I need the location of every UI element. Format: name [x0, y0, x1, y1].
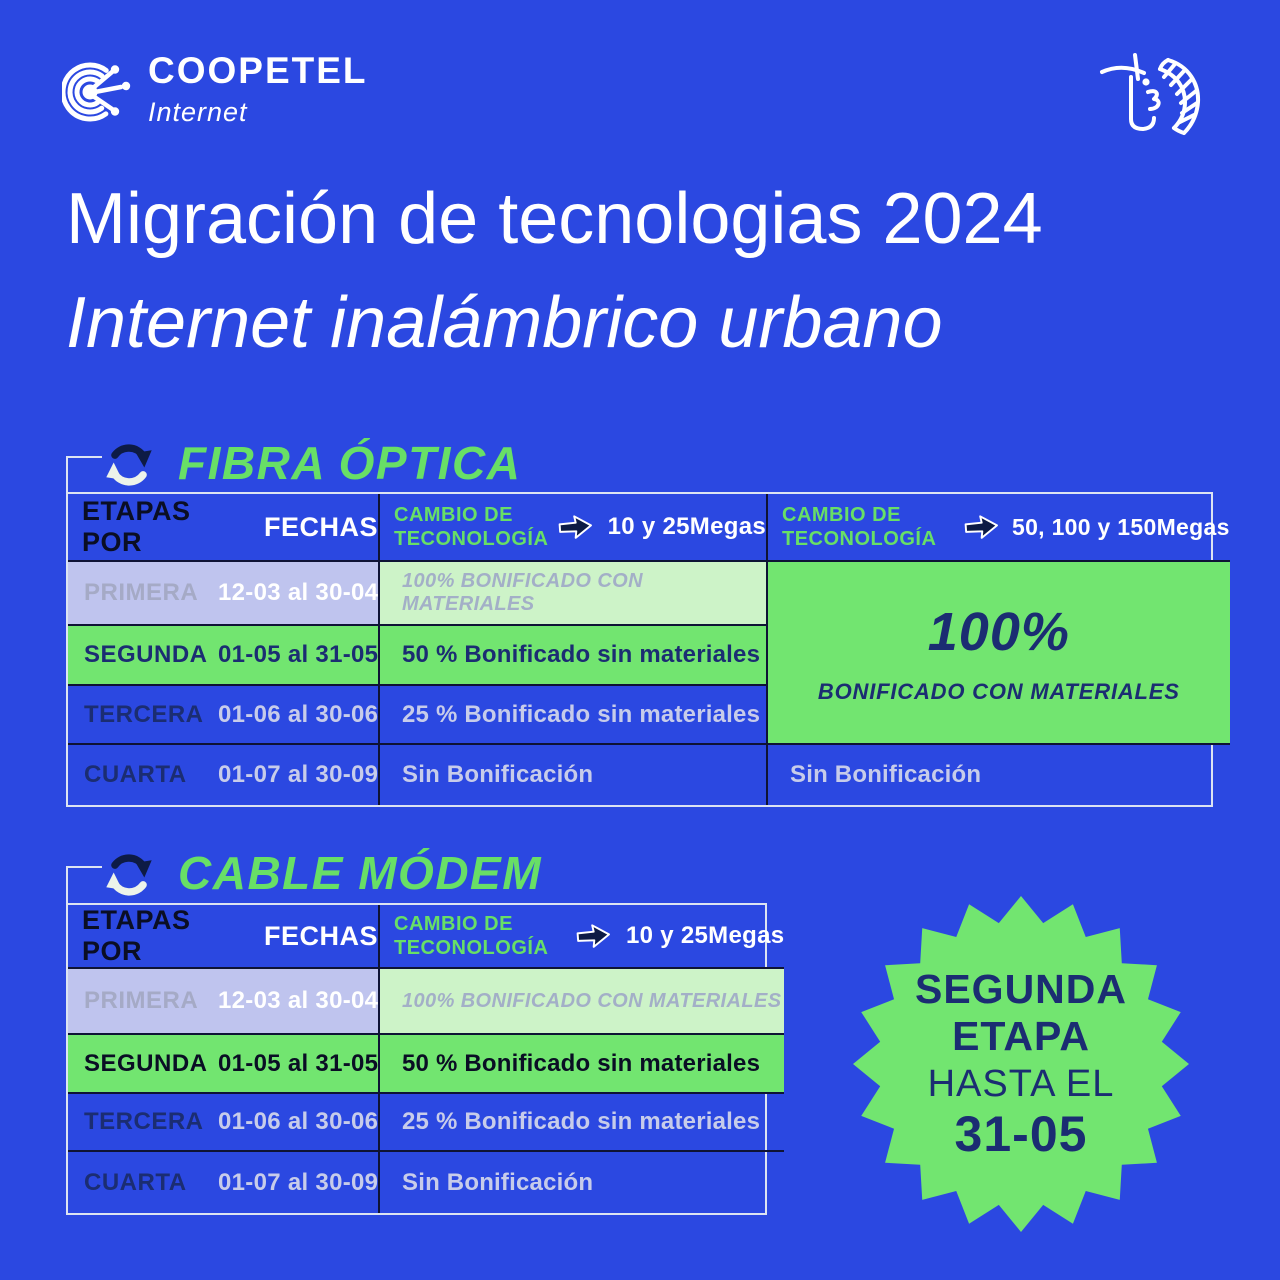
- coopetel-signal-icon: [62, 62, 131, 122]
- page-subtitle: Internet inalámbrico urbano: [66, 283, 943, 363]
- stage-dates: 01-05 al 31-05: [218, 641, 379, 668]
- benefit-segunda: 50 % Bonificado sin materiales: [378, 624, 766, 684]
- second-stage-badge: SEGUNDA ETAPA HASTA EL 31-05: [853, 896, 1189, 1232]
- stage-dates: 12-03 al 30-04: [218, 579, 379, 606]
- header-etapas-por: ETAPAS POR: [82, 496, 191, 557]
- refresh-cycle-icon: [106, 854, 152, 896]
- page-title-block: Migración de tecnologias 2024 Internet i…: [66, 178, 1043, 364]
- stage-name: TERCERA: [84, 700, 204, 728]
- cable-header-col2: CAMBIO DE TECONOLOGÍA 10 y 25Megas: [378, 905, 784, 967]
- stage-name: SEGUNDA: [84, 641, 208, 668]
- refresh-cycle-icon: [106, 444, 152, 486]
- benefit-segunda: 50 % Bonificado sin materiales: [378, 1033, 785, 1092]
- arrow-right-icon: [964, 515, 998, 539]
- benefit-tercera: 25 % Bonificado sin materiales: [378, 684, 766, 743]
- benefit-tercera: 25 % Bonificado sin materiales: [378, 1092, 785, 1150]
- horse-head-icon: [1100, 53, 1201, 135]
- fibra-header-etapas: ETAPAS POR FECHAS: [68, 494, 378, 560]
- stage-dates: 01-05 al 31-05: [218, 1049, 379, 1077]
- table-row-tercera: TERCERA 01-06 al 30-06: [68, 1092, 378, 1150]
- cambio-tecnologia-label: CAMBIO DE TECONOLOGÍA: [394, 913, 549, 959]
- arrow-right-icon: [576, 924, 610, 948]
- cambio-tecnologia-label: CAMBIO DE TECONOLOGÍA: [782, 504, 937, 550]
- stage-name: TERCERA: [84, 1108, 204, 1135]
- benefit-primera: 100% BONIFICADO CON MATERIALES: [378, 560, 766, 624]
- fibra-col3-sin-bonificacion: Sin Bonificación: [766, 743, 1230, 805]
- stage-name: PRIMERA: [84, 987, 199, 1014]
- benefit-percent: 100%: [927, 601, 1070, 662]
- stage-dates: 01-06 al 30-06: [218, 700, 379, 728]
- header-etapas-por: ETAPAS POR: [82, 905, 191, 966]
- arrow-right-icon: [558, 515, 592, 539]
- stage-name: SEGUNDA: [84, 1049, 208, 1077]
- table-row-cuarta: CUARTA 01-07 al 30-09: [68, 1150, 378, 1213]
- table-row-primera: PRIMERA 12-03 al 30-04: [68, 560, 378, 624]
- logo-product-text: Internet: [148, 97, 248, 127]
- badge-line-etapa: ETAPA: [952, 1012, 1090, 1059]
- section-title-fibra: FIBRA ÓPTICA: [178, 437, 522, 489]
- table-row-cuarta: CUARTA 01-07 al 30-09: [68, 743, 378, 805]
- table-row-segunda: SEGUNDA 01-05 al 31-05: [68, 624, 378, 684]
- benefit-label: BONIFICADO CON MATERIALES: [817, 678, 1180, 704]
- benefit-primera: 100% BONIFICADO CON MATERIALES: [378, 967, 785, 1033]
- table-row-primera: PRIMERA 12-03 al 30-04: [68, 967, 378, 1033]
- section-bracket: [66, 866, 102, 906]
- fibra-merged-benefit-cell: 100% BONIFICADO CON MATERIALES: [766, 560, 1230, 743]
- table-row-tercera: TERCERA 01-06 al 30-06: [68, 684, 378, 743]
- badge-line-hasta-el: HASTA EL: [927, 1062, 1115, 1105]
- speed-10-25: 10 y 25Megas: [626, 922, 785, 949]
- speed-10-25: 10 y 25Megas: [607, 513, 766, 540]
- section-bracket: [66, 456, 102, 494]
- page-title: Migración de tecnologias 2024: [66, 179, 1043, 259]
- cable-modem-table: ETAPAS POR FECHAS CAMBIO DE TECONOLOGÍA …: [66, 903, 785, 1215]
- header-fechas: FECHAS: [263, 511, 378, 542]
- section-title-cable: CABLE MÓDEM: [178, 847, 543, 899]
- stage-dates: 01-07 al 30-09: [218, 1168, 379, 1196]
- badge-line-date: 31-05: [954, 1106, 1088, 1163]
- stage-name: CUARTA: [84, 1168, 187, 1196]
- fibra-header-col2: CAMBIO DE TECONOLOGÍA 10 y 25Megas: [378, 494, 766, 560]
- logo-brand-text: COOPETEL: [148, 50, 368, 91]
- benefit-cuarta: Sin Bonificación: [378, 1150, 785, 1213]
- stage-name: PRIMERA: [84, 579, 199, 606]
- starburst-shape: [853, 896, 1189, 1232]
- header-fechas: FECHAS: [263, 920, 378, 951]
- stage-dates: 01-06 al 30-06: [218, 1108, 379, 1135]
- stage-name: CUARTA: [84, 761, 187, 788]
- coopetel-logo: COOPETEL Internet: [62, 52, 368, 128]
- speed-50-100-150: 50, 100 y 150Megas: [1012, 513, 1230, 540]
- cable-header-etapas: ETAPAS POR FECHAS: [68, 905, 378, 967]
- fibra-header-col3: CAMBIO DE TECONOLOGÍA 50, 100 y 150Megas: [766, 494, 1230, 560]
- badge-line-segunda: SEGUNDA: [914, 965, 1128, 1012]
- stage-dates: 01-07 al 30-09: [218, 761, 379, 788]
- badge-text: SEGUNDA ETAPA HASTA EL 31-05: [853, 896, 1189, 1232]
- stage-dates: 12-03 al 30-04: [218, 987, 379, 1014]
- cambio-tecnologia-label: CAMBIO DE TECONOLOGÍA: [394, 504, 549, 550]
- benefit-cuarta: Sin Bonificación: [378, 743, 766, 805]
- table-row-segunda: SEGUNDA 01-05 al 31-05: [68, 1033, 378, 1092]
- fibra-optica-table: ETAPAS POR FECHAS CAMBIO DE TECONOLOGÍA …: [66, 492, 1230, 807]
